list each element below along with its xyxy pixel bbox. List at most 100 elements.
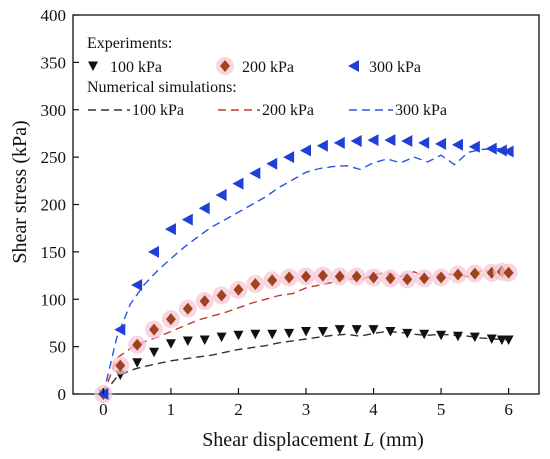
experiment-point-2 xyxy=(435,137,447,150)
experiment-point-0 xyxy=(486,334,497,345)
experiment-point-1 xyxy=(503,266,514,279)
x-axis-title: Shear displacement L (mm) xyxy=(202,429,424,451)
experiment-point-1 xyxy=(132,338,143,351)
experiment-point-2 xyxy=(249,167,261,180)
experiment-point-1 xyxy=(250,278,261,291)
x-tick-label: 6 xyxy=(504,400,513,419)
experiment-point-2 xyxy=(181,213,193,226)
experiment-point-0 xyxy=(267,329,278,340)
experiment-point-1 xyxy=(452,268,463,281)
experiment-point-2 xyxy=(495,144,507,157)
x-tick-label: 3 xyxy=(302,400,311,419)
experiment-point-2 xyxy=(148,245,160,258)
experiment-point-1 xyxy=(216,289,227,302)
experiment-point-1 xyxy=(199,295,210,308)
experiment-point-0 xyxy=(165,339,176,349)
experiment-point-1 xyxy=(419,272,430,285)
y-tick-label: 350 xyxy=(41,53,67,72)
experiment-point-1 xyxy=(233,283,244,296)
experiment-point-1 xyxy=(402,273,413,286)
experiment-point-2 xyxy=(401,135,413,148)
experiment-point-2 xyxy=(198,202,210,215)
legend-experiments: 100 kPa 200 kPa 300 kPa xyxy=(88,57,421,76)
experiment-point-1 xyxy=(385,272,396,285)
x-axis-title-prefix: Shear displacement xyxy=(202,429,363,451)
x-tick-label: 2 xyxy=(234,400,243,419)
experiment-series-2 xyxy=(97,134,514,400)
experiment-point-2 xyxy=(164,223,176,236)
experiment-point-0 xyxy=(351,325,362,335)
x-axis-title-variable: L xyxy=(362,429,374,451)
experiment-point-2 xyxy=(468,140,480,153)
experiment-point-1 xyxy=(436,271,447,284)
simulation-line-0 xyxy=(102,330,509,395)
legend-marker-0 xyxy=(88,61,98,71)
experiment-point-0 xyxy=(368,325,379,335)
experiment-point-2 xyxy=(485,142,497,155)
legend-simulation-label-1: 200 kPa xyxy=(262,102,314,119)
experiment-point-2 xyxy=(367,134,379,147)
experiment-point-0 xyxy=(385,326,396,337)
experiment-point-1 xyxy=(267,274,278,287)
experiment-point-2 xyxy=(350,135,362,148)
experiment-point-2 xyxy=(316,139,328,152)
legend-experiment-label-0: 100 kPa xyxy=(110,59,162,76)
experiment-point-0 xyxy=(199,335,210,345)
experiment-point-1 xyxy=(317,269,328,282)
experiment-point-2 xyxy=(283,151,295,164)
y-tick-label: 0 xyxy=(58,385,67,404)
experiment-point-2 xyxy=(384,134,396,147)
legend-marker-2 xyxy=(348,60,359,72)
experiment-point-2 xyxy=(418,136,430,149)
experiment-point-1 xyxy=(149,323,160,336)
y-tick-label: 200 xyxy=(41,196,67,215)
x-tick-label: 1 xyxy=(167,400,176,419)
legend-simulation-label-2: 300 kPa xyxy=(395,102,447,119)
y-tick-label: 300 xyxy=(41,101,67,120)
y-tick-label: 150 xyxy=(41,243,67,262)
experiment-point-1 xyxy=(115,359,126,372)
experiment-point-2 xyxy=(131,279,143,292)
legend-experiment-label-2: 300 kPa xyxy=(369,59,421,76)
experiment-point-0 xyxy=(250,329,261,340)
legend-simulations-header: Numerical simulations: xyxy=(87,79,237,96)
experiment-point-1 xyxy=(301,270,311,283)
experiment-point-1 xyxy=(469,267,480,280)
x-tick-label: 4 xyxy=(369,400,378,419)
experiment-point-1 xyxy=(182,302,193,315)
experiment-point-1 xyxy=(284,271,295,284)
legend-experiments-header: Experiments: xyxy=(87,35,172,52)
experiment-point-0 xyxy=(301,326,311,337)
experiment-point-0 xyxy=(233,330,244,341)
legend-marker-1 xyxy=(220,60,230,72)
y-tick-label: 50 xyxy=(49,338,66,357)
experiment-point-0 xyxy=(182,336,193,346)
legend-simulation-label-0: 100 kPa xyxy=(132,102,184,119)
y-tick-label: 100 xyxy=(41,290,67,309)
experiment-point-1 xyxy=(368,271,379,284)
experiment-point-2 xyxy=(502,145,514,158)
experiment-series-0 xyxy=(98,325,514,399)
x-axis-title-suffix: (mm) xyxy=(374,429,423,451)
experiment-point-0 xyxy=(284,328,295,339)
y-axis-title: Shear stress (kPa) xyxy=(9,120,31,263)
experiment-point-0 xyxy=(132,358,143,368)
x-tick-label: 5 xyxy=(437,400,446,419)
experiment-point-0 xyxy=(452,331,463,342)
x-tick-label: 0 xyxy=(99,400,108,419)
y-tick-label: 250 xyxy=(41,148,67,167)
experiment-point-0 xyxy=(436,330,447,341)
experiment-point-2 xyxy=(232,177,244,190)
legend: Experiments: Numerical simulations: 100 … xyxy=(87,35,447,119)
experiment-point-0 xyxy=(334,325,345,335)
experiment-point-1 xyxy=(334,270,345,283)
y-tick-label: 400 xyxy=(41,6,67,25)
legend-simulations: 100 kPa 200 kPa 300 kPa xyxy=(88,102,447,119)
simulation-line-2 xyxy=(102,147,509,395)
experiment-point-0 xyxy=(503,335,514,345)
experiment-point-0 xyxy=(317,326,328,337)
experiment-point-0 xyxy=(496,335,507,345)
experiment-point-0 xyxy=(216,332,227,343)
experiment-point-0 xyxy=(419,329,430,340)
